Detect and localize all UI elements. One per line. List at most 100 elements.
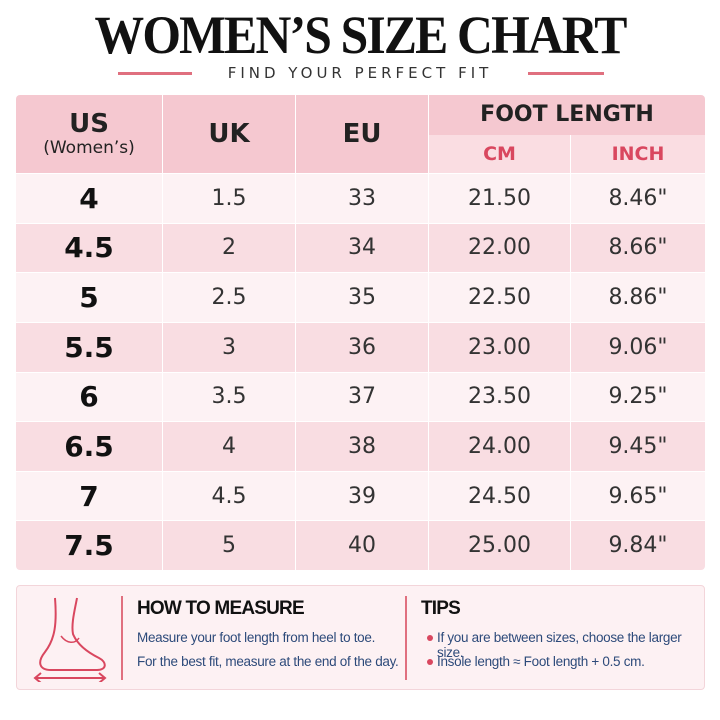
table-cell: 8.86": [570, 272, 705, 322]
header-text: EU: [342, 118, 382, 149]
cell-text: 25.00: [468, 533, 531, 559]
section-title: TIPS: [421, 598, 461, 619]
tip: If you are between sizes, choose the lar…: [437, 630, 682, 660]
cell-text: 35: [348, 285, 376, 311]
table-cell: 38: [295, 421, 428, 471]
cell-text: 1.5: [211, 185, 247, 211]
table-cell: 9.45": [570, 421, 705, 471]
header-note: (Women’s): [43, 137, 135, 158]
cell-text: 23.50: [468, 384, 531, 410]
table-cell: 24.50: [428, 470, 570, 521]
table-cell: 22.50: [428, 272, 570, 322]
table-cell: 35: [295, 272, 428, 322]
cell-text: 40: [348, 533, 376, 559]
cell-text: 2: [222, 235, 236, 261]
section-title: HOW TO MEASURE: [137, 598, 305, 619]
cell-text: 7: [79, 479, 99, 513]
header-text: UK: [208, 118, 250, 149]
cell-text: 9.84": [608, 533, 668, 559]
table-cell: 39: [295, 470, 428, 521]
cell-text: 7.5: [64, 529, 114, 563]
cell-text: 4: [79, 181, 99, 215]
table-cell: 22.00: [428, 222, 570, 273]
cell-text: 33: [348, 185, 376, 211]
table-cell: 23.50: [428, 371, 570, 422]
table-cell: 2: [162, 222, 295, 273]
subheader-text: INCH: [611, 143, 665, 165]
subheader-text: CM: [483, 143, 516, 165]
table-cell: 4.5: [16, 222, 162, 273]
cell-text: 4.5: [64, 231, 114, 265]
table-cell: 23.00: [428, 321, 570, 372]
table-cell: 33: [295, 173, 428, 223]
header-text: FOOT LENGTH: [480, 101, 654, 127]
table-cell: 3: [162, 321, 295, 372]
subheader-cell: CM: [428, 135, 570, 173]
table-cell: 5: [16, 272, 162, 322]
table-cell: 34: [295, 222, 428, 273]
bullet: [427, 635, 433, 641]
table-cell: 9.65": [570, 470, 705, 521]
table-cell: 25.00: [428, 520, 570, 570]
cell-text: 3: [222, 334, 236, 360]
subtitle: FIND YOUR PERFECT FIT: [227, 64, 493, 82]
table-cell: 9.84": [570, 520, 705, 570]
table-cell: 8.66": [570, 222, 705, 273]
divider: [405, 596, 407, 680]
cell-text: 8.86": [608, 285, 668, 311]
cell-text: 22.50: [468, 285, 531, 311]
cell-text: 6.5: [64, 429, 114, 463]
cell-text: 8.46": [608, 185, 668, 211]
cell-text: 9.25": [608, 384, 668, 410]
cell-text: 3.5: [211, 384, 247, 410]
table-cell: 6: [16, 371, 162, 422]
size-table: US (Women’s) UK EU FOOT LENGTH CM INCH 4…: [16, 95, 705, 570]
subheader-cell: INCH: [570, 135, 705, 173]
header-cell: US (Women’s): [16, 95, 162, 173]
table-cell: 37: [295, 371, 428, 422]
bullet: [427, 659, 433, 665]
cell-text: 5: [222, 533, 236, 559]
table-cell: 21.50: [428, 173, 570, 223]
cell-text: 36: [348, 334, 376, 360]
cell-text: 24.00: [468, 433, 531, 459]
foot-icon: [33, 597, 107, 682]
table-cell: 7.5: [16, 520, 162, 570]
header-cell: FOOT LENGTH: [428, 95, 705, 135]
measure-line: For the best fit, measure at the end of …: [137, 654, 399, 669]
table-cell: 7: [16, 470, 162, 521]
header-cell: EU: [295, 95, 428, 173]
cell-text: 23.00: [468, 334, 531, 360]
table-cell: 36: [295, 321, 428, 372]
cell-text: 39: [348, 483, 376, 509]
cell-text: 34: [348, 235, 376, 261]
cell-text: 5: [79, 281, 99, 315]
table-cell: 4: [162, 421, 295, 471]
table-cell: 4: [16, 173, 162, 223]
table-cell: 9.25": [570, 371, 705, 422]
rule: [118, 72, 192, 75]
cell-text: 4: [222, 433, 236, 459]
table-cell: 2.5: [162, 272, 295, 322]
header-cell: UK: [162, 95, 295, 173]
divider: [121, 596, 123, 680]
cell-text: 5.5: [64, 330, 114, 364]
measure-line: Measure your foot length from heel to to…: [137, 630, 376, 645]
tip: Insole length ≈ Foot length + 0.5 cm.: [437, 654, 645, 669]
cell-text: 24.50: [468, 483, 531, 509]
table-cell: 5.5: [16, 321, 162, 372]
cell-text: 9.06": [608, 334, 668, 360]
info-box: HOW TO MEASURE Measure your foot length …: [16, 585, 705, 690]
table-cell: 3.5: [162, 371, 295, 422]
rule: [528, 72, 604, 75]
table-cell: 5: [162, 520, 295, 570]
cell-text: 37: [348, 384, 376, 410]
cell-text: 9.65": [608, 483, 668, 509]
table-cell: 24.00: [428, 421, 570, 471]
table-cell: 9.06": [570, 321, 705, 372]
cell-text: 9.45": [608, 433, 668, 459]
table-cell: 8.46": [570, 173, 705, 223]
table-cell: 6.5: [16, 421, 162, 471]
title: WOMEN’S SIZE CHART: [94, 5, 627, 65]
